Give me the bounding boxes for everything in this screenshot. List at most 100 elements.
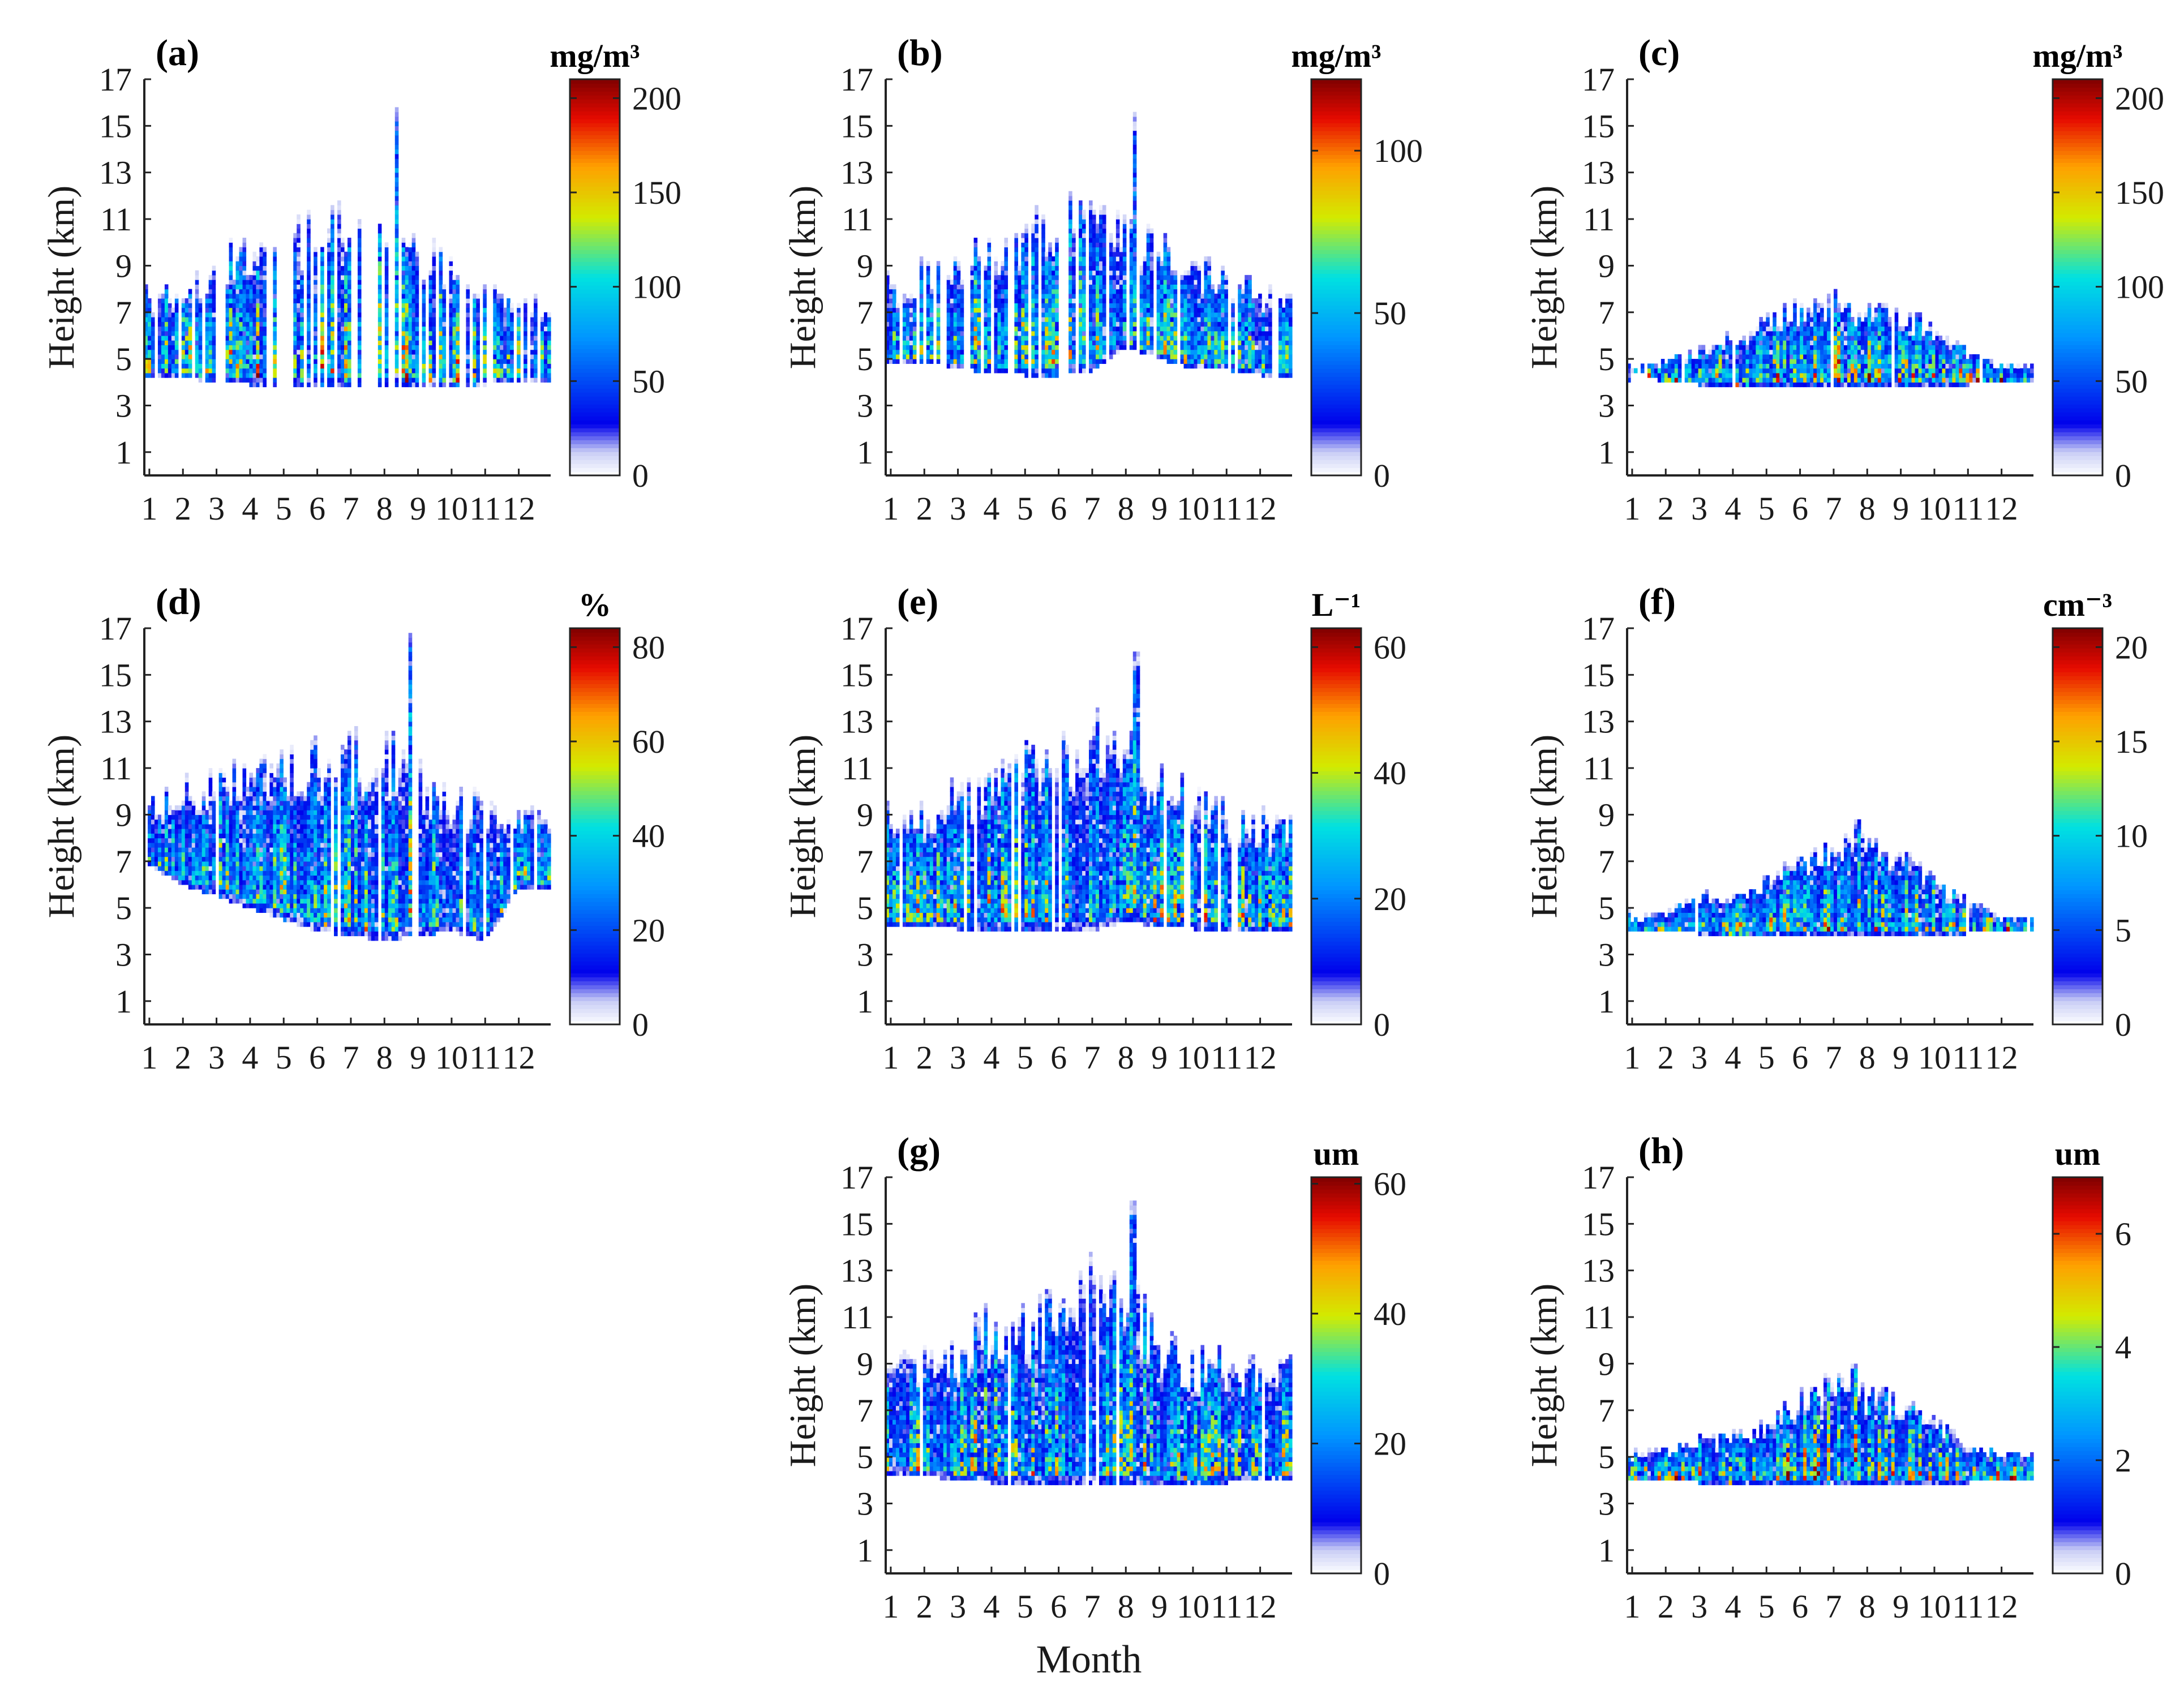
heatmap-cell [909, 293, 913, 299]
heatmap-cell [1052, 289, 1055, 294]
heatmap-cell [1079, 307, 1083, 313]
heatmap-cell [1035, 247, 1039, 252]
heatmap-cell [1759, 331, 1763, 336]
heatmap-cell [1180, 289, 1185, 294]
colorbar-segment [570, 361, 620, 365]
heatmap-cell [1069, 224, 1072, 229]
heatmap-cell [1677, 363, 1682, 369]
heatmap-cell [1759, 340, 1763, 346]
heatmap-cell [249, 382, 254, 388]
colorbar-segment [570, 277, 620, 282]
heatmap-cell [956, 326, 961, 332]
heatmap-cell [297, 242, 301, 248]
heatmap-cell [919, 303, 924, 308]
heatmap-cell [1112, 312, 1117, 318]
heatmap-cell [956, 298, 961, 303]
heatmap-cell [205, 331, 209, 336]
heatmap-cell [232, 378, 237, 383]
heatmap-cell [263, 289, 267, 294]
heatmap-cell [1183, 331, 1188, 336]
heatmap-cell [320, 317, 324, 322]
heatmap-cell [1200, 321, 1205, 327]
heatmap-cell [408, 363, 413, 369]
heatmap-cell [229, 270, 233, 276]
heatmap-cell [235, 270, 240, 276]
heatmap-cell [547, 345, 551, 350]
heatmap-cell [439, 345, 443, 350]
heatmap-cell [1115, 209, 1120, 215]
heatmap-cell [394, 289, 399, 294]
heatmap-cell [1268, 331, 1272, 336]
heatmap-cell [263, 368, 267, 374]
heatmap-cell [1004, 265, 1008, 271]
heatmap-cell [1099, 340, 1103, 346]
colorbar-segment [570, 301, 620, 306]
heatmap-cell [1762, 363, 1766, 369]
heatmap-cell [503, 349, 507, 355]
heatmap-cell [1160, 321, 1164, 327]
heatmap-cell [1674, 368, 1679, 374]
heatmap-cell [1004, 238, 1008, 243]
heatmap-cell [1769, 331, 1773, 336]
colorbar-segment [1311, 103, 1361, 108]
heatmap-cell [212, 326, 216, 332]
heatmap-cell [1183, 303, 1188, 308]
heatmap-cell [1035, 261, 1039, 267]
heatmap-cell [493, 293, 497, 299]
heatmap-cell [1001, 345, 1005, 350]
heatmap-cell [1200, 359, 1205, 364]
heatmap-cell [415, 270, 419, 276]
heatmap-cell [919, 298, 924, 303]
heatmap-cell [235, 261, 240, 267]
heatmap-cell [1749, 354, 1753, 359]
heatmap-cell [1773, 312, 1777, 318]
heatmap-cell [377, 378, 382, 383]
heatmap-cell [307, 247, 311, 252]
heatmap-cell [1048, 270, 1052, 276]
heatmap-cell [1671, 372, 1675, 378]
colorbar-segment [1311, 269, 1361, 274]
heatmap-cell [1129, 289, 1134, 294]
heatmap-cell [909, 354, 913, 359]
y-tick-label: 7 [857, 294, 873, 331]
heatmap-cell [1691, 363, 1696, 369]
heatmap-cell [320, 270, 324, 276]
heatmap-cell [1773, 359, 1777, 364]
heatmap-cell [1112, 256, 1117, 261]
heatmap-cell [1282, 354, 1286, 359]
heatmap-cell [188, 359, 192, 364]
heatmap-cell [432, 312, 436, 318]
heatmap-cell [408, 312, 413, 318]
heatmap-cell [239, 363, 243, 369]
heatmap-cell [1224, 345, 1228, 350]
heatmap-cell [970, 321, 975, 327]
heatmap-cell [1796, 354, 1800, 359]
heatmap-cell [1024, 340, 1028, 346]
heatmap-cell [307, 224, 311, 229]
heatmap-cell [411, 368, 416, 374]
colorbar-segment [570, 214, 620, 218]
heatmap-cell [1166, 251, 1171, 257]
heatmap-cell [1255, 349, 1259, 355]
heatmap-cell [205, 378, 209, 383]
heatmap-cell [997, 368, 1002, 374]
heatmap-cell [1800, 349, 1804, 355]
heatmap-cell [1024, 274, 1028, 280]
heatmap-cell [1035, 317, 1039, 322]
heatmap-cell [1102, 233, 1106, 238]
heatmap-cell [1092, 307, 1096, 313]
heatmap-cell [1197, 335, 1202, 341]
heatmap-cell [524, 349, 527, 355]
heatmap-cell [341, 251, 345, 257]
heatmap-cell [1807, 326, 1810, 332]
heatmap-cell [344, 354, 348, 359]
heatmap-cell [973, 280, 978, 285]
heatmap-cell [344, 251, 348, 257]
heatmap-cell [1035, 238, 1039, 243]
heatmap-cell [449, 261, 453, 267]
heatmap-cell [1132, 317, 1137, 322]
heatmap-cell [1132, 209, 1137, 215]
heatmap-cell [912, 331, 917, 336]
heatmap-cell [956, 265, 961, 271]
heatmap-cell [1282, 359, 1286, 364]
